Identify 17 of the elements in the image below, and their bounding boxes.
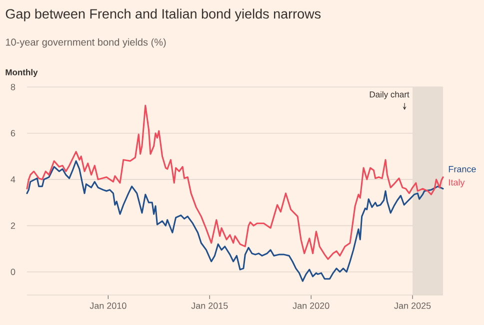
y-tick-label: 6	[10, 130, 16, 136]
band-label: Daily chart	[370, 91, 410, 100]
series-label: France	[448, 166, 476, 172]
y-tick-label: 2	[10, 222, 16, 229]
series-label: Italy	[449, 178, 465, 188]
y-tick-label: 4	[10, 176, 16, 183]
x-tick-label: Jan 2010	[90, 302, 126, 309]
x-tick-label: Jan 2015	[191, 302, 228, 309]
line-series	[26, 104, 444, 260]
chart-subtitle: 10-year government bond yields (%)	[6, 38, 166, 48]
text: Monthly	[6, 69, 38, 77]
x-tick-label: Jan 2025	[394, 302, 431, 309]
line-series	[26, 160, 444, 282]
y-tick-label: 0	[10, 268, 16, 276]
y-tick-label: 8	[10, 84, 16, 90]
chart-title: Gap between French and Italian bond yields narrows	[6, 8, 321, 22]
x-tick-label: Jan 2020	[292, 302, 330, 309]
